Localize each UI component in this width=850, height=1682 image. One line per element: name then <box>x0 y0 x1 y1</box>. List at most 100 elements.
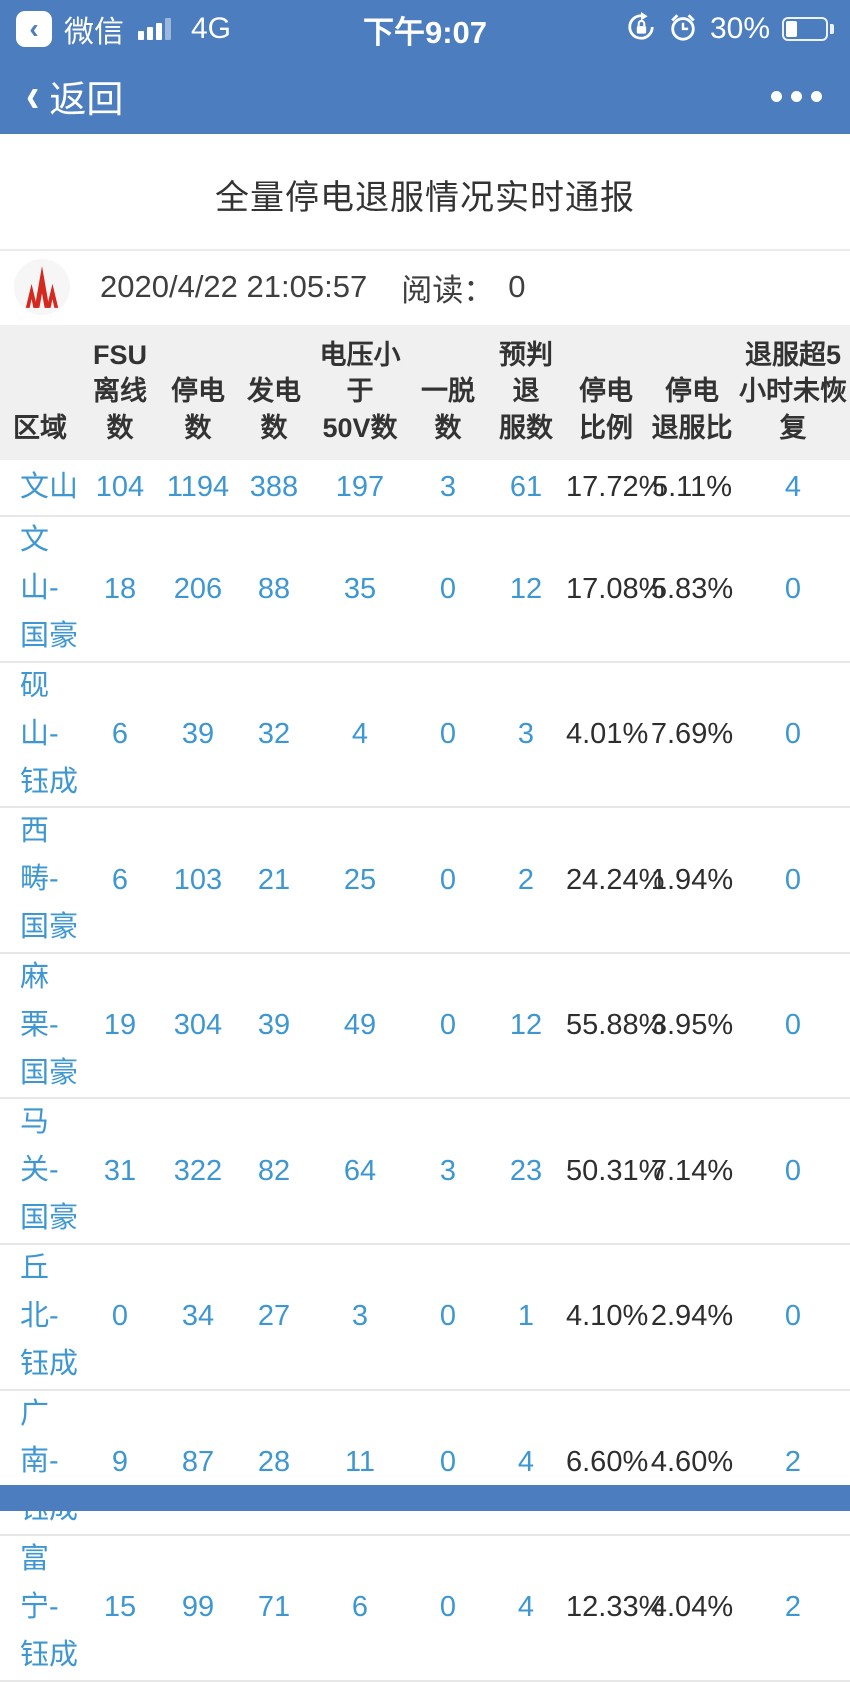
value-cell[interactable]: 49 <box>312 952 408 1100</box>
value-cell[interactable]: 1194 <box>160 460 236 518</box>
value-cell[interactable]: 39 <box>236 952 312 1100</box>
value-cell[interactable]: 88 <box>236 516 312 663</box>
value-cell[interactable]: 99 <box>160 1535 236 1682</box>
region-cell[interactable]: 麻栗- 国豪 <box>0 952 80 1100</box>
tower-logo-icon <box>25 266 59 308</box>
value-cell[interactable]: 71 <box>236 1535 312 1682</box>
value-cell[interactable]: 25 <box>312 807 408 954</box>
outage-report-table: 区域 FSU 离线数 停电数 发电数 电压小于 50V数 一脱数 预判退 服数 停电比… <box>0 325 850 1682</box>
value-cell[interactable]: 9 <box>80 1389 160 1537</box>
region-cell[interactable]: 广南-钰成 <box>0 1389 80 1537</box>
table-row: 文山 104 1194 388 197 3 61 17.72% 5.11% 4 <box>0 460 850 518</box>
header-outage-count: 停电数 <box>160 325 236 461</box>
value-cell[interactable]: 6 <box>80 661 160 809</box>
value-cell[interactable]: 19 <box>80 952 160 1100</box>
value-cell[interactable]: 4 <box>488 1535 564 1682</box>
region-cell[interactable]: 西畴- 国豪 <box>0 807 80 954</box>
table-row: 文山- 国豪 18 206 88 35 0 12 17.08% 5.83% 0 <box>0 516 850 663</box>
more-menu-button[interactable] <box>769 81 824 112</box>
value-cell[interactable]: 64 <box>312 1098 408 1245</box>
value-cell[interactable]: 0 <box>736 952 850 1100</box>
value-cell[interactable]: 0 <box>736 1098 850 1245</box>
value-cell[interactable]: 104 <box>80 460 160 518</box>
table-row: 丘北- 钰成 0 34 27 3 0 1 4.10% 2.94% 0 <box>0 1243 850 1391</box>
value-cell[interactable]: 0 <box>408 1535 488 1682</box>
return-to-app-icon[interactable]: ‹ <box>16 11 52 47</box>
value-cell[interactable]: 2 <box>488 807 564 954</box>
percent-cell: 55.88% <box>564 952 664 1100</box>
value-cell[interactable]: 28 <box>236 1389 312 1537</box>
divider <box>0 249 850 251</box>
value-cell[interactable]: 0 <box>408 952 488 1100</box>
region-cell[interactable]: 文山- 国豪 <box>0 516 80 663</box>
value-cell[interactable]: 0 <box>736 1243 850 1391</box>
header-first-trip: 一脱数 <box>408 325 488 461</box>
value-cell[interactable]: 0 <box>736 661 850 809</box>
value-cell[interactable]: 18 <box>80 516 160 663</box>
value-cell[interactable]: 4 <box>736 460 850 518</box>
value-cell[interactable]: 87 <box>160 1389 236 1537</box>
region-cell[interactable]: 丘北- 钰成 <box>0 1243 80 1391</box>
percent-cell: 17.72% <box>564 460 664 518</box>
percent-cell: 4.01% <box>564 661 648 809</box>
value-cell[interactable]: 61 <box>488 460 564 518</box>
value-cell[interactable]: 34 <box>160 1243 236 1391</box>
value-cell[interactable]: 2 <box>736 1535 850 1682</box>
page-title: 全量停电退服情况实时通报 <box>215 179 635 217</box>
value-cell[interactable]: 0 <box>408 807 488 954</box>
value-cell[interactable]: 103 <box>160 807 236 954</box>
value-cell[interactable]: 6 <box>312 1535 408 1682</box>
value-cell[interactable]: 82 <box>236 1098 312 1245</box>
value-cell[interactable]: 0 <box>736 807 850 954</box>
value-cell[interactable]: 197 <box>312 460 408 518</box>
value-cell[interactable]: 27 <box>236 1243 312 1391</box>
orientation-lock-icon <box>626 11 656 47</box>
value-cell[interactable]: 4 <box>312 661 408 809</box>
percent-cell: 12.33% <box>564 1535 664 1682</box>
back-button-label: 返回 <box>49 79 124 120</box>
value-cell[interactable]: 3 <box>408 460 488 518</box>
value-cell[interactable]: 0 <box>408 1389 488 1537</box>
value-cell[interactable]: 3 <box>488 661 564 809</box>
percent-cell: 4.60% <box>648 1389 736 1537</box>
value-cell[interactable]: 4 <box>488 1389 564 1537</box>
header-outage-ratio: 停电 比例 <box>564 325 648 461</box>
publish-timestamp: 2020/4/22 21:05:57 <box>100 269 368 304</box>
value-cell[interactable]: 3 <box>312 1243 408 1391</box>
value-cell[interactable]: 0 <box>408 1243 488 1391</box>
value-cell[interactable]: 3 <box>408 1098 488 1245</box>
back-button[interactable]: ‹ 返回 <box>26 69 123 123</box>
value-cell[interactable]: 1 <box>488 1243 564 1391</box>
value-cell[interactable]: 11 <box>312 1389 408 1537</box>
value-cell[interactable]: 23 <box>488 1098 564 1245</box>
percent-cell: 24.24% <box>564 807 664 954</box>
value-cell[interactable]: 15 <box>80 1535 160 1682</box>
value-cell[interactable]: 0 <box>736 516 850 663</box>
table-row: 砚山- 钰成 6 39 32 4 0 3 4.01% 7.69% 0 <box>0 661 850 809</box>
region-cell[interactable]: 砚山- 钰成 <box>0 661 80 809</box>
region-cell[interactable]: 文山 <box>0 460 80 518</box>
value-cell[interactable]: 35 <box>312 516 408 663</box>
back-app-label[interactable]: 微信 <box>64 16 124 49</box>
value-cell[interactable]: 0 <box>408 516 488 663</box>
value-cell[interactable]: 206 <box>160 516 236 663</box>
value-cell[interactable]: 322 <box>160 1098 236 1245</box>
region-cell[interactable]: 马关- 国豪 <box>0 1098 80 1245</box>
value-cell[interactable]: 39 <box>160 661 236 809</box>
read-count-label: 阅读： <box>401 272 495 308</box>
value-cell[interactable]: 2 <box>736 1389 850 1537</box>
region-cell[interactable]: 富宁- 钰成 <box>0 1535 80 1682</box>
value-cell[interactable]: 12 <box>488 516 564 663</box>
value-cell[interactable]: 12 <box>488 952 564 1100</box>
value-cell[interactable]: 32 <box>236 661 312 809</box>
value-cell[interactable]: 21 <box>236 807 312 954</box>
value-cell[interactable]: 31 <box>80 1098 160 1245</box>
publisher-logo <box>14 259 70 315</box>
value-cell[interactable]: 0 <box>408 661 488 809</box>
table-row: 麻栗- 国豪 19 304 39 49 0 12 55.88% 3.95% 0 <box>0 952 850 1100</box>
value-cell[interactable]: 0 <box>80 1243 160 1391</box>
percent-cell: 1.94% <box>648 807 736 954</box>
value-cell[interactable]: 6 <box>80 807 160 954</box>
value-cell[interactable]: 388 <box>236 460 312 518</box>
value-cell[interactable]: 304 <box>160 952 236 1100</box>
